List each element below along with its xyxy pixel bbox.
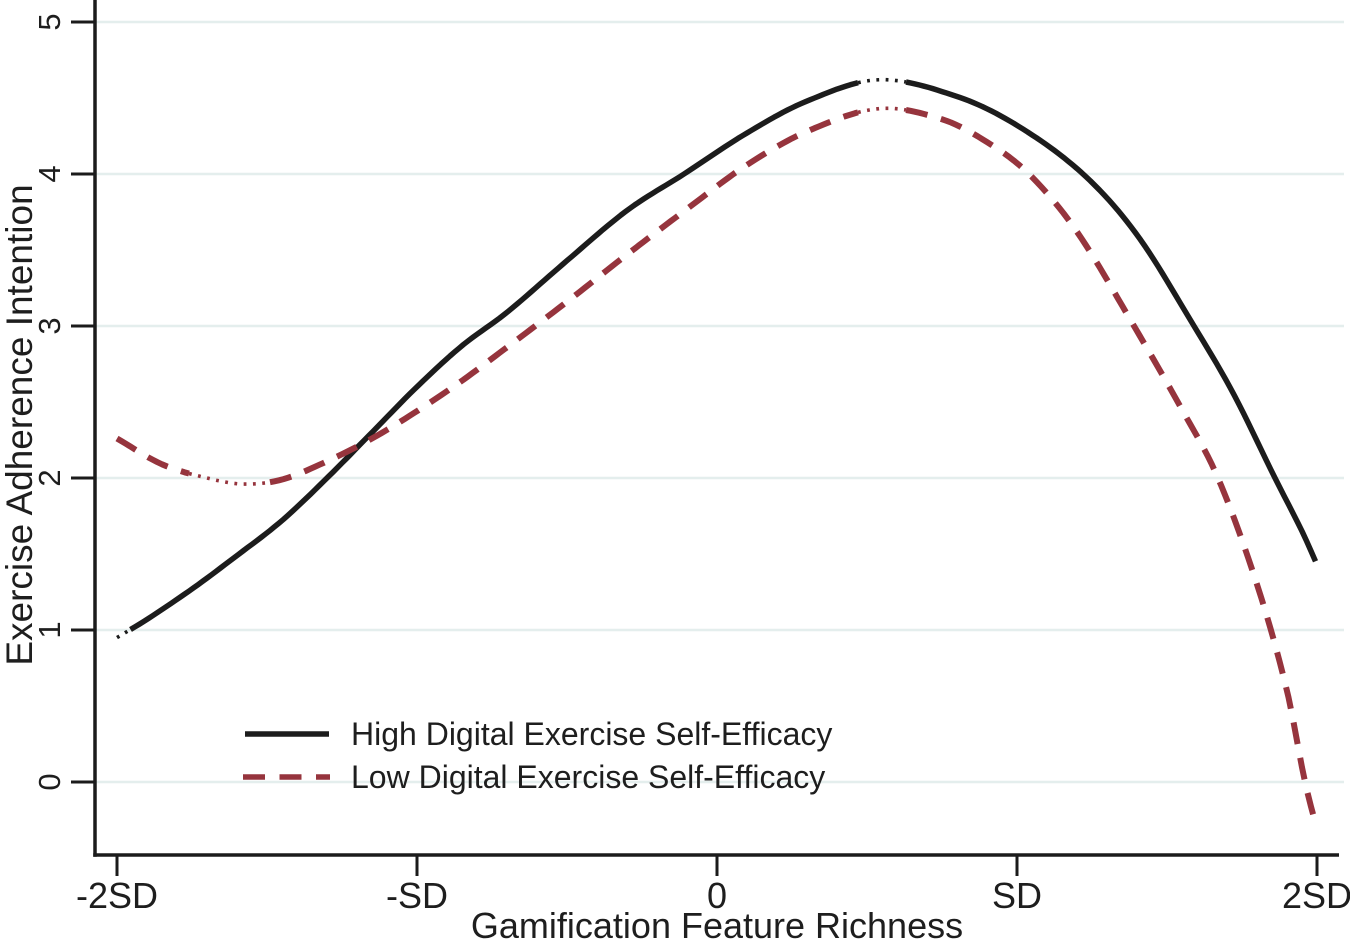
y-axis-title: Exercise Adherence Intention (0, 184, 40, 665)
y-tick-label-1: 1 (32, 621, 67, 638)
x-tick-label-0: 0 (707, 875, 727, 916)
x-axis-title: Gamification Feature Richness (471, 905, 963, 944)
series-high-line (905, 79, 1319, 563)
series-low-dotted-segment (857, 106, 907, 115)
x-tick-label--SD: -SD (386, 875, 448, 916)
x-tick-label-SD: SD (992, 875, 1042, 916)
y-tick-label-0: 0 (32, 773, 67, 790)
series-high-dotted-segment (857, 77, 907, 85)
x-axis-ticks: -2SD -SD 0 SD 2SD (76, 855, 1350, 916)
y-axis-ticks: 0 1 2 3 4 5 (32, 13, 95, 791)
legend-label-low: Low Digital Exercise Self-Efficacy (351, 759, 825, 795)
y-tick-label-5: 5 (32, 13, 67, 30)
y-tick-label-4: 4 (32, 165, 67, 182)
series-low-line (905, 107, 1319, 825)
series-high-line (129, 80, 859, 632)
legend: High Digital Exercise Self-Efficacy Low … (243, 716, 832, 795)
gridlines (95, 20, 1344, 784)
x-tick-label--2SD: -2SD (76, 875, 158, 916)
y-tick-label-2: 2 (32, 469, 67, 486)
x-tick-label-2SD: 2SD (1282, 875, 1350, 916)
series-high-dotted-segment (116, 627, 132, 640)
y-tick-label-3: 3 (32, 317, 67, 334)
series-curves (115, 77, 1319, 825)
series-low-line (115, 435, 190, 477)
legend-label-high: High Digital Exercise Self-Efficacy (351, 716, 832, 752)
series-low-line (269, 109, 859, 486)
